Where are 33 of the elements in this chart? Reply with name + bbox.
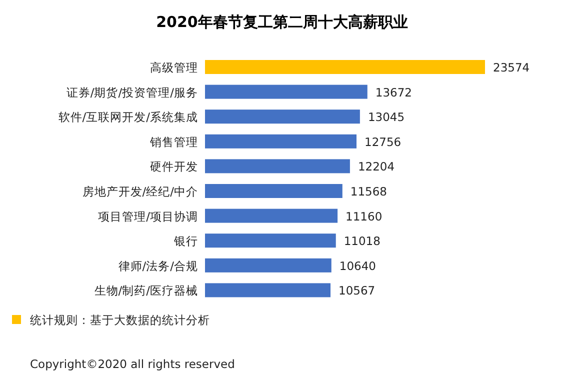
- y-tick-label: 证券/期货/投资管理/服务: [66, 85, 198, 100]
- bar: [205, 234, 336, 248]
- y-tick-label: 项目管理/项目协调: [98, 209, 198, 224]
- bar: [205, 208, 338, 223]
- bar: [205, 60, 485, 74]
- y-tick-label: 硬件开发: [150, 160, 198, 174]
- y-tick-label: 律师/法务/合规: [118, 258, 198, 273]
- y-tick-label: 生物/制药/医疗器械: [94, 284, 198, 298]
- data-label: 11160: [346, 209, 382, 224]
- y-tick-label: 房地产开发/经纪/中介: [82, 184, 198, 198]
- data-label: 23574: [493, 60, 530, 74]
- data-label: 11018: [344, 234, 380, 248]
- text: Copyright©2020 all rights reserved: [30, 357, 235, 371]
- data-label: 10640: [339, 258, 376, 273]
- bar: [205, 84, 368, 99]
- y-tick-label: 高级管理: [150, 60, 198, 74]
- y-tick-label: 软件/互联网开发/系统集成: [58, 110, 198, 124]
- data-label: 12756: [364, 134, 402, 149]
- bar: [205, 159, 350, 174]
- data-label: 12204: [358, 160, 395, 174]
- data-label: 13672: [375, 85, 412, 100]
- text: 统计规则：基于大数据的统计分析: [30, 313, 210, 327]
- bar: [205, 184, 342, 198]
- data-label: 10567: [338, 284, 376, 298]
- bar: [205, 134, 357, 148]
- bar: [205, 110, 360, 124]
- data-label: 13045: [368, 110, 405, 124]
- data-label: 11568: [350, 184, 387, 198]
- bar: [205, 283, 331, 298]
- y-tick-label: 销售管理: [149, 134, 198, 149]
- bar: [205, 258, 332, 272]
- y-tick-label: 银行: [173, 234, 198, 248]
- chart-title: 2020年春节复工第二周十大高薪职业: [156, 13, 408, 31]
